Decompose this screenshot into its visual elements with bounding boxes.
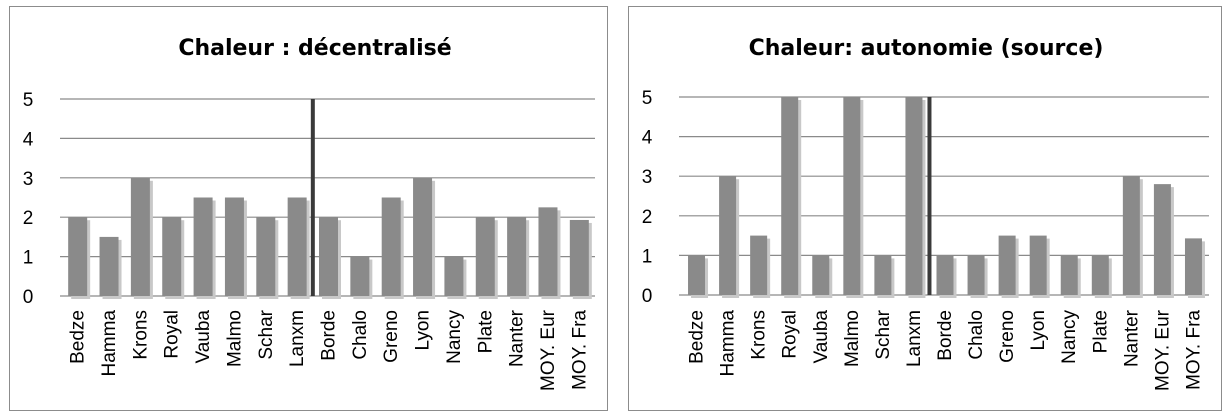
x-tick-label: Chalo [350, 310, 371, 360]
bar [1153, 184, 1171, 295]
y-tick-label: 2 [642, 207, 653, 228]
y-tick-label: 0 [23, 287, 34, 308]
chart-panel-decentralise: Chaleur : décentralisé 0 1 2 3 4 5 Bedze Hamma K… [9, 6, 608, 411]
chart-svg-autonomie: Chaleur: autonomie (source) 0 1 2 3 4 5 Bedze H… [642, 36, 1209, 391]
x-tick-label: MOY. Fra [569, 310, 590, 390]
bar [444, 256, 464, 296]
bar [193, 197, 213, 296]
x-tick-label: Nanter [507, 309, 528, 367]
bar [381, 197, 401, 296]
bar [1091, 255, 1109, 295]
x-tick-label: MOY. Eur [538, 309, 559, 391]
x-tick-label: Vauba [811, 310, 832, 364]
chart-svg-decentralise: Chaleur : décentralisé 0 1 2 3 4 5 Bedze Hamma K… [23, 36, 595, 391]
y-tick-label: 3 [642, 167, 653, 188]
bar [224, 197, 244, 296]
bar [507, 217, 527, 296]
bar [287, 197, 307, 296]
y-tick-label: 1 [642, 246, 653, 267]
bar [688, 255, 706, 295]
chart-panel-autonomie: Chaleur: autonomie (source) 0 1 2 3 4 5 Bedze H… [628, 6, 1222, 411]
x-tick-label: Borde [319, 310, 340, 361]
x-tick-label: Greno [997, 310, 1018, 363]
y-tick-label: 4 [642, 128, 653, 149]
x-tick-label: Borde [935, 310, 956, 361]
bar [843, 97, 861, 295]
x-tick-label: Vauba [193, 310, 214, 364]
x-tick-label: Royal [162, 310, 183, 359]
y-tick-label: 3 [23, 169, 34, 190]
bar [162, 217, 182, 296]
x-tick-label: Chalo [966, 310, 987, 360]
bar [99, 236, 119, 296]
bar [967, 255, 985, 295]
bar [1184, 238, 1202, 295]
x-tick-label: Plate [1090, 310, 1111, 353]
bar [719, 176, 737, 295]
x-tick-label: Bedze [687, 310, 708, 364]
x-tick-label: Nanter [1121, 309, 1142, 367]
bar [319, 217, 338, 296]
bar [475, 217, 495, 296]
x-tick-label: Schar [873, 309, 894, 359]
y-tick-label: 5 [23, 90, 34, 111]
x-tick-label: Lyon [413, 310, 434, 351]
x-tick-label: Nancy [444, 310, 465, 364]
x-tick-label: Lanxm [904, 310, 925, 367]
x-tick-label: Krons [749, 310, 770, 360]
x-tick-label: Malmo [224, 310, 245, 367]
bar [569, 219, 589, 296]
x-tick-label: Nancy [1059, 310, 1080, 364]
x-tick-label: MOY. Fra [1183, 310, 1204, 390]
y-tick-label: 1 [23, 248, 34, 269]
chart-title: Chaleur: autonomie (source) [749, 36, 1104, 61]
bar [998, 235, 1016, 295]
y-tick-label: 5 [642, 88, 653, 109]
bar [1060, 255, 1078, 295]
x-tick-label: Hamma [718, 310, 739, 377]
bar [68, 217, 88, 296]
y-tick-label: 2 [23, 208, 34, 229]
x-tick-label: Malmo [842, 310, 863, 367]
x-tick-label: Greno [381, 310, 402, 363]
y-tick-label: 4 [23, 129, 34, 150]
bar [812, 255, 830, 295]
bar [1122, 176, 1140, 295]
bar [130, 177, 150, 296]
x-tick-label: Lyon [1028, 310, 1049, 351]
bar [905, 97, 923, 295]
bar [781, 97, 799, 295]
bar [936, 255, 954, 295]
bar [874, 255, 892, 295]
bar [350, 256, 370, 296]
x-tick-label: Lanxm [287, 310, 308, 367]
bar [538, 207, 558, 296]
x-tick-label: Schar [256, 309, 277, 359]
y-tick-label: 0 [642, 286, 653, 307]
bar [413, 177, 433, 296]
x-tick-label: Krons [130, 310, 151, 360]
chart-title: Chaleur : décentralisé [178, 36, 451, 61]
bar [750, 235, 768, 295]
x-tick-label: Bedze [68, 310, 89, 364]
bar [256, 217, 276, 296]
x-tick-label: Royal [780, 310, 801, 359]
x-tick-label: MOY. Eur [1152, 309, 1173, 391]
x-tick-label: Plate [475, 310, 496, 353]
bar [1029, 235, 1047, 295]
x-tick-label: Hamma [99, 310, 120, 377]
